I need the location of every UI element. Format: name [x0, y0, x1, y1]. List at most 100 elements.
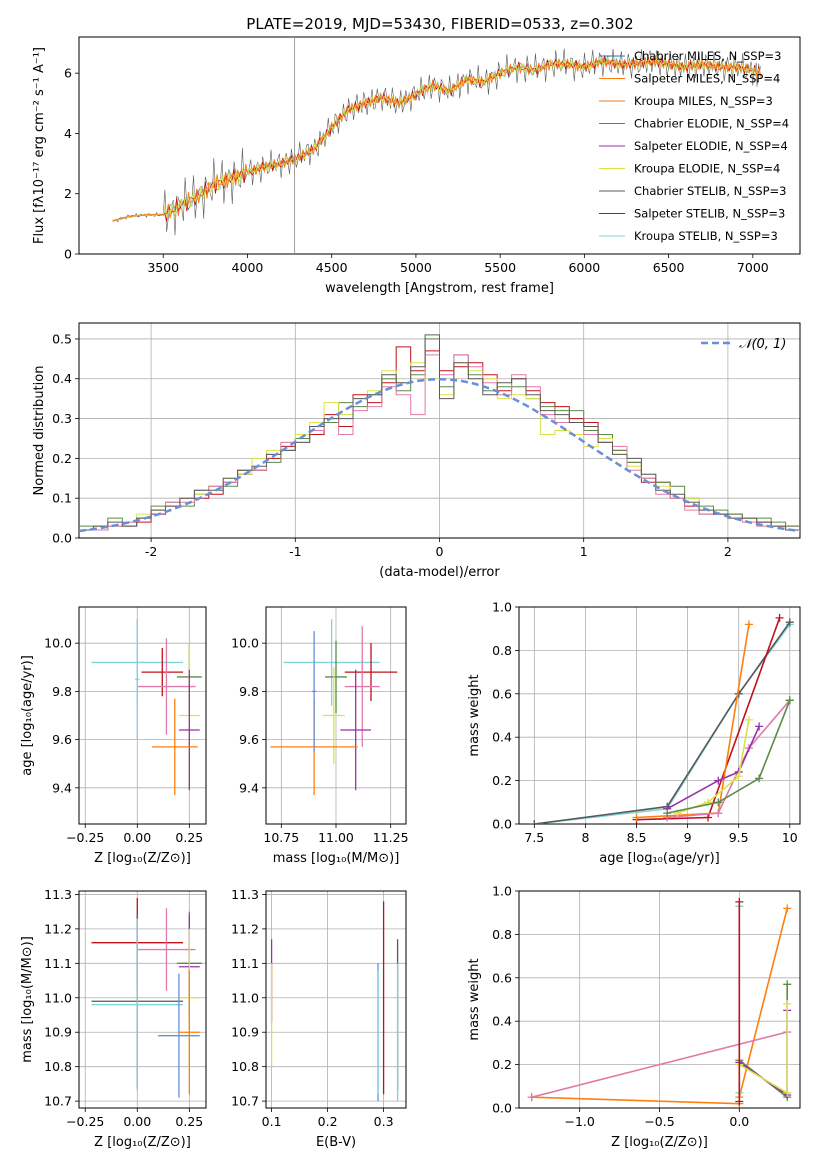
x-tick-label: 0.0 [729, 1114, 749, 1129]
x-axis-label: Z [log₁₀(Z/Z⊙)] [94, 1135, 191, 1150]
y-tick-label: 0.6 [492, 970, 512, 985]
y-tick-label: 1.0 [492, 884, 512, 899]
marker [714, 776, 723, 785]
marker [735, 897, 744, 906]
x-tick-label: 0.1 [262, 1114, 282, 1129]
y-tick-label: 0.1 [52, 491, 72, 506]
histograms [79, 334, 800, 533]
y-tick-label: 11.2 [44, 921, 72, 936]
series-chabrier_stelib [534, 621, 791, 824]
x-tick-label: 0.25 [175, 830, 203, 845]
errorbars [91, 897, 202, 1098]
x-tick-label: -2 [145, 544, 157, 559]
marker [775, 613, 784, 622]
marker [527, 1093, 536, 1102]
x-tick-label: −0.25 [66, 830, 104, 845]
legend-label: Chabrier MILES, N_SSP=3 [634, 49, 781, 63]
series-salpeter_miles [636, 624, 750, 819]
marker [755, 722, 764, 731]
x-axis-label: Z [log₁₀(Z/Z⊙)] [611, 1135, 708, 1150]
x-tick-label: −0.5 [644, 1114, 674, 1129]
y-tick-label: 11.1 [44, 956, 72, 971]
legend-label: 𝒩(0, 1) [739, 337, 786, 352]
marker [744, 620, 753, 629]
x-tick-label: 10.75 [263, 830, 299, 845]
axes-frame [265, 606, 407, 825]
legend-label: Salpeter MILES, N_SSP=4 [634, 72, 780, 86]
y-axis-label: Normed distribution [32, 366, 47, 496]
y-tick-label: 1.0 [492, 600, 512, 615]
y-tick-label: 11.0 [231, 990, 259, 1005]
figure-title: PLATE=2019, MJD=53430, FIBERID=0533, z=0… [246, 15, 633, 33]
x-tick-label: 0.00 [123, 1114, 151, 1129]
x-tick-label: 0.00 [123, 830, 151, 845]
spectrum-series-salpeter_stelib [112, 56, 761, 222]
legend-label: Kroupa MILES, N_SSP=3 [634, 94, 773, 108]
marker [632, 813, 641, 822]
legend-label: Kroupa ELODIE, N_SSP=4 [634, 162, 780, 176]
x-tick-label: 2 [724, 544, 732, 559]
x-axis-label: E(B-V) [316, 1135, 356, 1150]
x-tick-label: 10 [782, 830, 798, 845]
axes-frame [518, 890, 801, 1109]
y-tick-label: 2 [64, 186, 72, 201]
axes-frame [78, 36, 801, 255]
axes-frame [265, 890, 407, 1109]
x-axis-label: age [log₁₀(age/yr)] [599, 851, 720, 866]
y-tick-label: 0.6 [492, 686, 512, 701]
y-tick-label: 10.8 [44, 1059, 72, 1074]
errorbars [91, 619, 202, 796]
marker [785, 618, 794, 627]
marker [783, 904, 792, 913]
y-tick-label: 9.6 [52, 732, 72, 747]
y-tick-label: 9.8 [239, 684, 259, 699]
legend-label: Chabrier STELIB, N_SSP=3 [634, 184, 786, 198]
x-axis-label: (data-model)/error [379, 565, 500, 580]
y-tick-label: 10.9 [44, 1025, 72, 1040]
y-tick-label: 11.3 [231, 887, 259, 902]
series-salpeter_stelib [636, 617, 781, 821]
y-axis-label: mass weight [467, 674, 482, 756]
y-tick-label: 10.8 [231, 1059, 259, 1074]
marker [714, 798, 723, 807]
x-tick-label: 5000 [400, 260, 432, 275]
spectrum-series-salpeter_miles [112, 56, 761, 222]
histogram-chabrier_stelib [79, 334, 800, 531]
y-tick-label: 4 [64, 126, 72, 141]
x-tick-label: 9 [684, 830, 692, 845]
x-tick-label: −1.0 [564, 1114, 594, 1129]
y-tick-label: 0.8 [492, 643, 512, 658]
y-tick-label: 10.7 [231, 1094, 259, 1109]
y-tick-label: 11.3 [44, 887, 72, 902]
x-tick-label: 0 [436, 544, 444, 559]
marker [735, 1097, 744, 1106]
spectrum-legend: Chabrier MILES, N_SSP=3 Salpeter MILES, N… [599, 49, 789, 243]
panel-age_vs_Z: −0.25 0.00 0.25 9.4 9.6 9.8 10.0 Z [log₁₀(Z/Z⊙)… [20, 606, 207, 866]
y-tick-label: 0.8 [492, 927, 512, 942]
y-tick-label: 0.4 [492, 730, 512, 745]
y-tick-label: 0 [64, 247, 72, 262]
panel-mass_vs_Z: −0.25 0.00 0.25 10.7 10.8 10.9 11.0 11.1 11.2 11.… [20, 887, 207, 1150]
y-tick-label: 10.0 [44, 636, 72, 651]
marker [783, 980, 792, 989]
y-tick-label: 0.4 [492, 1014, 512, 1029]
x-axis-label: Z [log₁₀(Z/Z⊙)] [94, 851, 191, 866]
marker [755, 774, 764, 783]
series-chabrier_elodie [667, 700, 791, 814]
marker [704, 813, 713, 822]
series-salpeter_elodie [666, 726, 760, 810]
x-tick-label: 7000 [737, 260, 769, 275]
weight-lines [530, 613, 794, 824]
panel-residuals: -2 -1 0 1 2 0.0 0.1 0.2 0.3 0.4 0.5 (data-model)/er… [32, 322, 801, 580]
panel-mass_vs_ebv: 0.1 0.2 0.3 10.7 10.8 10.9 11.0 11.1 11.2 11.3 E(B… [231, 887, 407, 1150]
y-tick-label: 0.5 [52, 331, 72, 346]
marker [783, 999, 792, 1008]
marker [663, 809, 672, 818]
y-tick-label: 11.2 [231, 921, 259, 936]
y-tick-label: 10.9 [231, 1025, 259, 1040]
panel-massweight_vs_age: 7.5 8 8.5 9 9.5 10 0.0 0.2 0.4 0.6 0.8 1.0 age [log₁… [467, 600, 801, 866]
legend-label: Salpeter STELIB, N_SSP=3 [634, 207, 785, 221]
x-tick-label: 6500 [653, 260, 685, 275]
y-tick-label: 10.7 [44, 1094, 72, 1109]
